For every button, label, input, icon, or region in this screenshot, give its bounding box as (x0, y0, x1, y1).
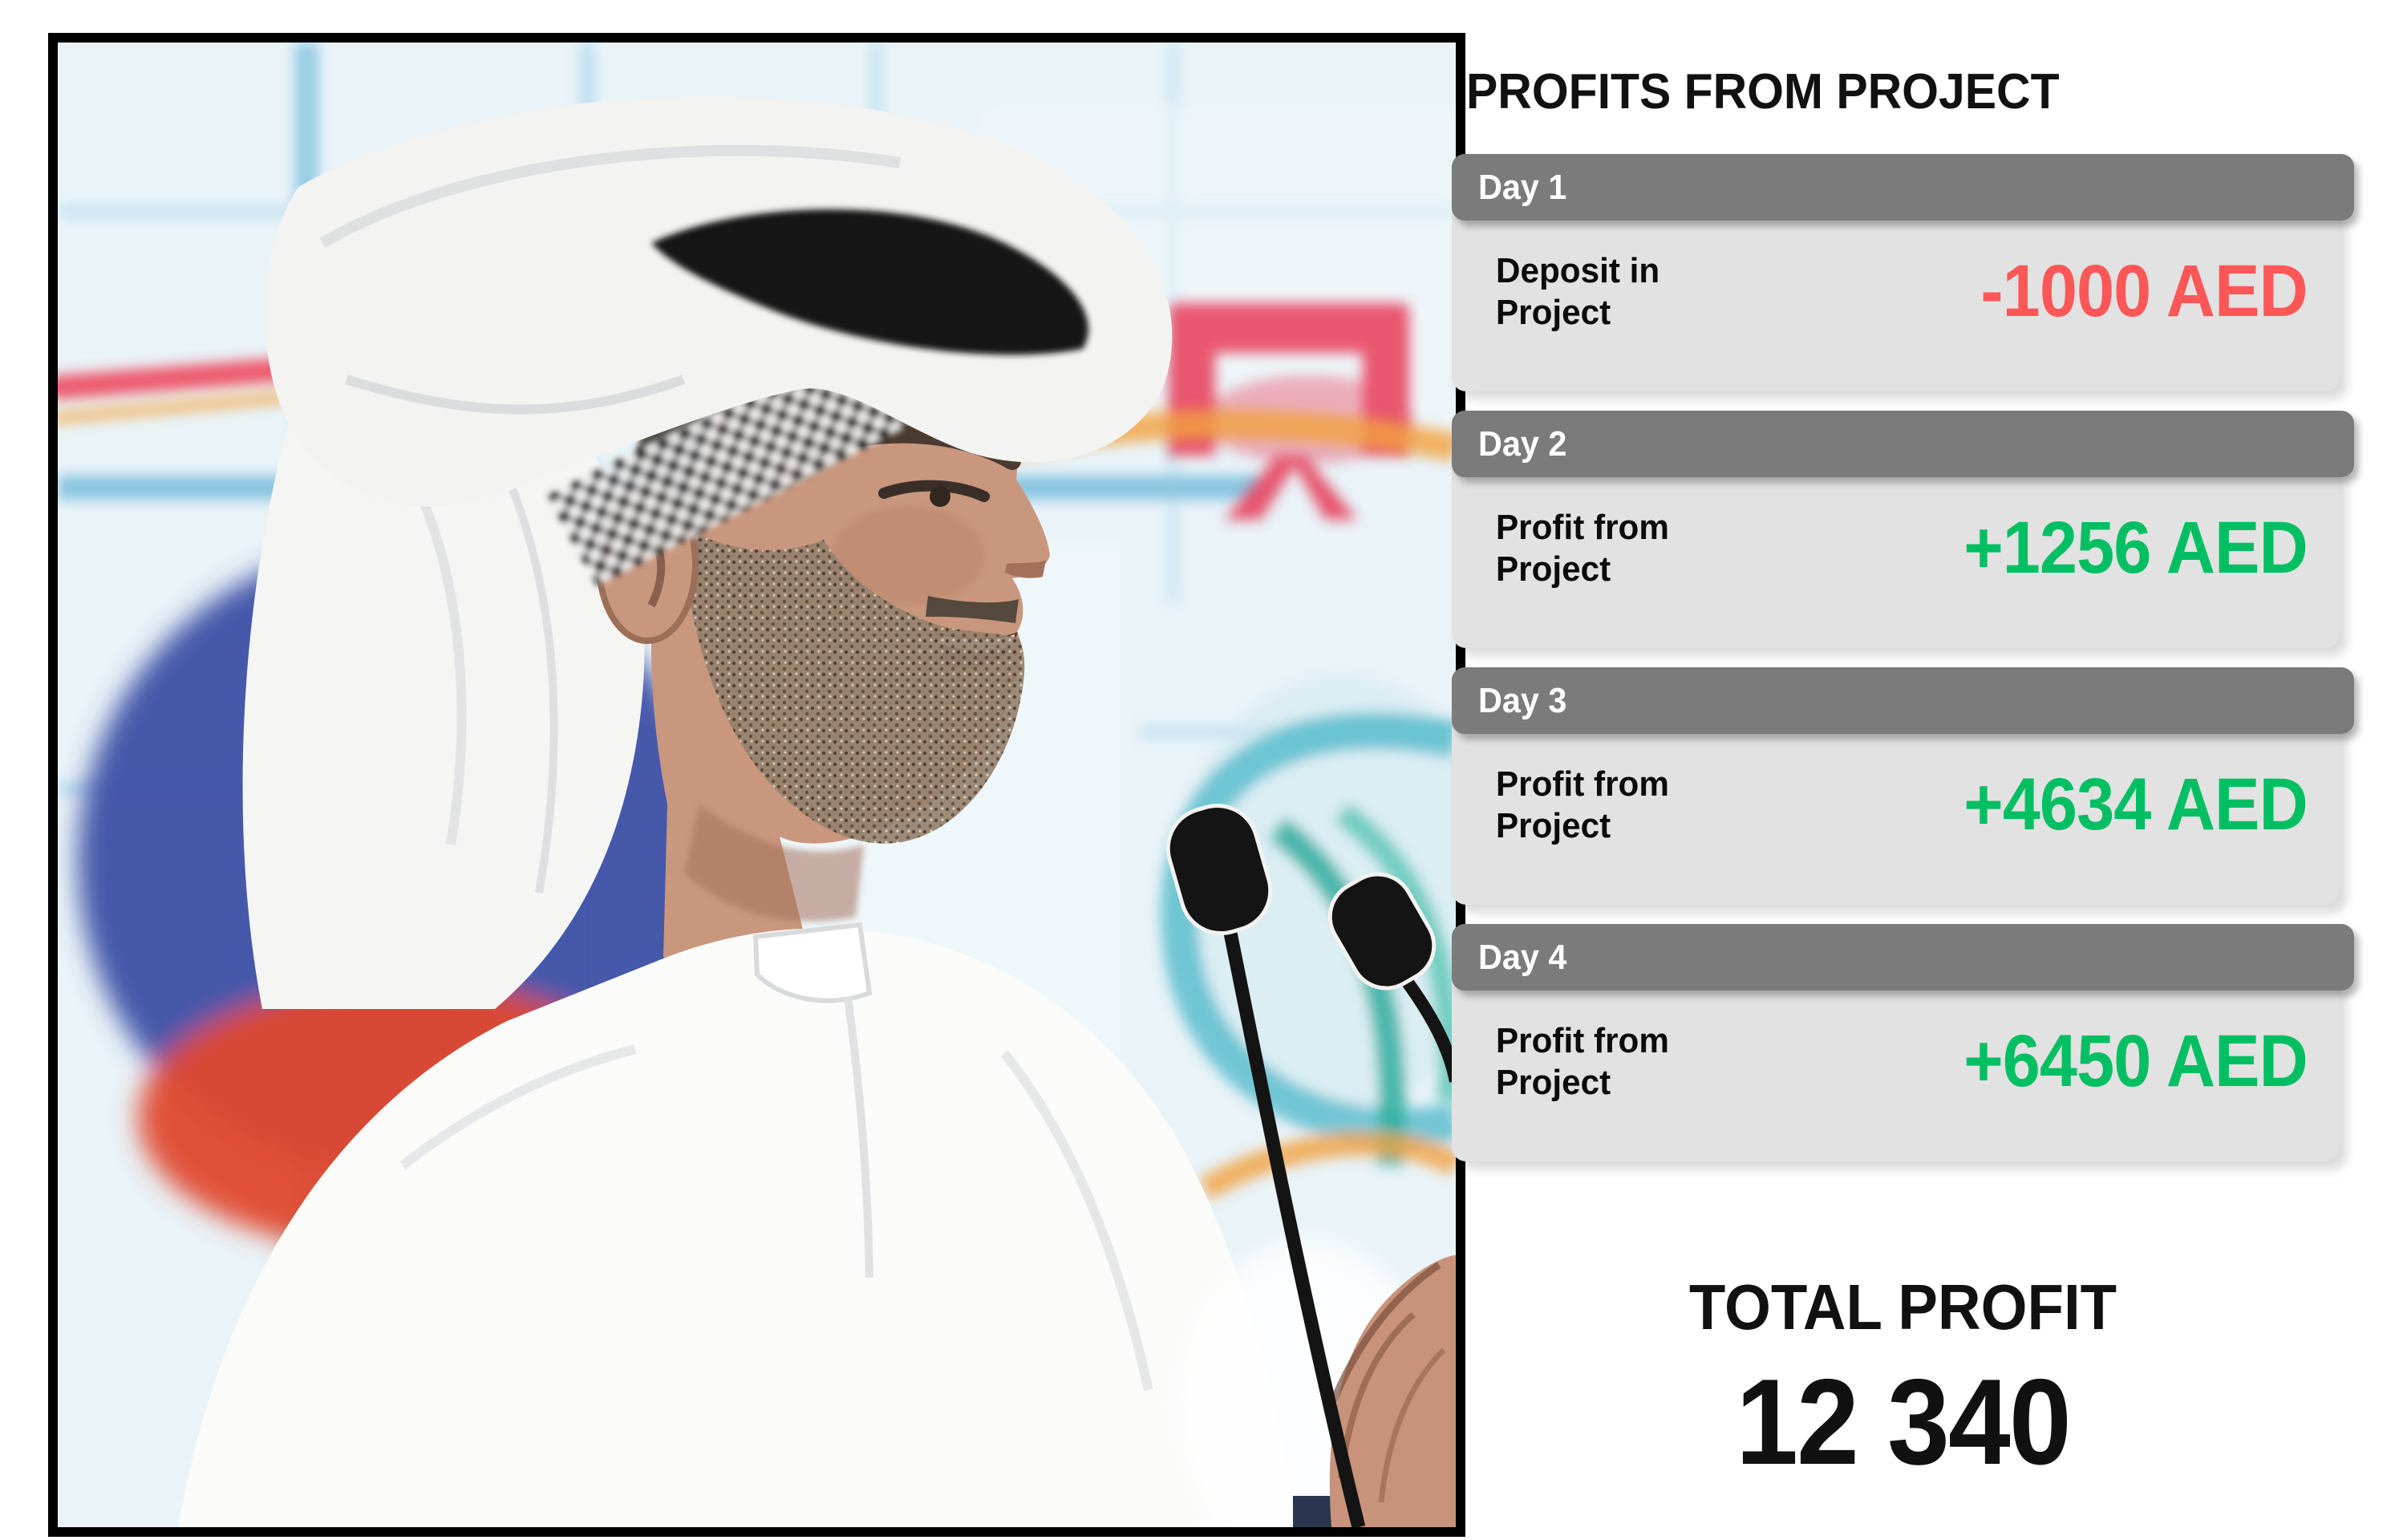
panel-title: PROFITS FROM PROJECT (1466, 64, 2060, 120)
day-card-body: Profit from Project +4634 AED (1452, 721, 2340, 905)
day-label: Day 3 (1478, 680, 1567, 720)
day-description: Profit from Project (1496, 764, 1669, 845)
day-label: Day 2 (1478, 424, 1567, 464)
day-description: Profit from Project (1496, 1020, 1669, 1102)
day-description: Profit from Project (1496, 507, 1669, 589)
day-value: +4634 AED (1963, 764, 2308, 845)
microphones (1165, 803, 1456, 1527)
total-profit: TOTAL PROFIT 12 340 (1452, 1271, 2354, 1490)
day-card: Day 4 Profit from Project +6450 AED (1452, 924, 2354, 1161)
day-value: -1000 AED (1980, 250, 2308, 332)
day-card-header: Day 3 (1452, 667, 2354, 734)
day-card: Day 1 Deposit in Project -1000 AED (1452, 154, 2354, 391)
day-card-body: Deposit in Project -1000 AED (1452, 208, 2340, 391)
day-cards: Day 1 Deposit in Project -1000 AED Day 2… (1452, 154, 2354, 1161)
day-card: Day 3 Profit from Project +4634 AED (1452, 667, 2354, 905)
day-description: Deposit in Project (1496, 250, 1660, 332)
day-card-header: Day 2 (1452, 411, 2354, 477)
total-profit-label: TOTAL PROFIT (1688, 1271, 2117, 1343)
profits-panel: PROFITS FROM PROJECT Day 1 Deposit in Pr… (1452, 0, 2354, 1540)
total-profit-value: 12 340 (1736, 1354, 2072, 1490)
day-label: Day 4 (1478, 937, 1567, 977)
day-value: +6450 AED (1963, 1020, 2308, 1102)
day-label: Day 1 (1478, 167, 1567, 207)
day-card-header: Day 4 (1452, 924, 2354, 991)
day-card: Day 2 Profit from Project +1256 AED (1452, 411, 2354, 648)
day-card-header: Day 1 (1452, 154, 2354, 221)
speaker-photo (48, 33, 1465, 1537)
day-card-body: Profit from Project +1256 AED (1452, 464, 2340, 648)
day-value: +1256 AED (1963, 507, 2308, 589)
day-card-body: Profit from Project +6450 AED (1452, 978, 2340, 1161)
